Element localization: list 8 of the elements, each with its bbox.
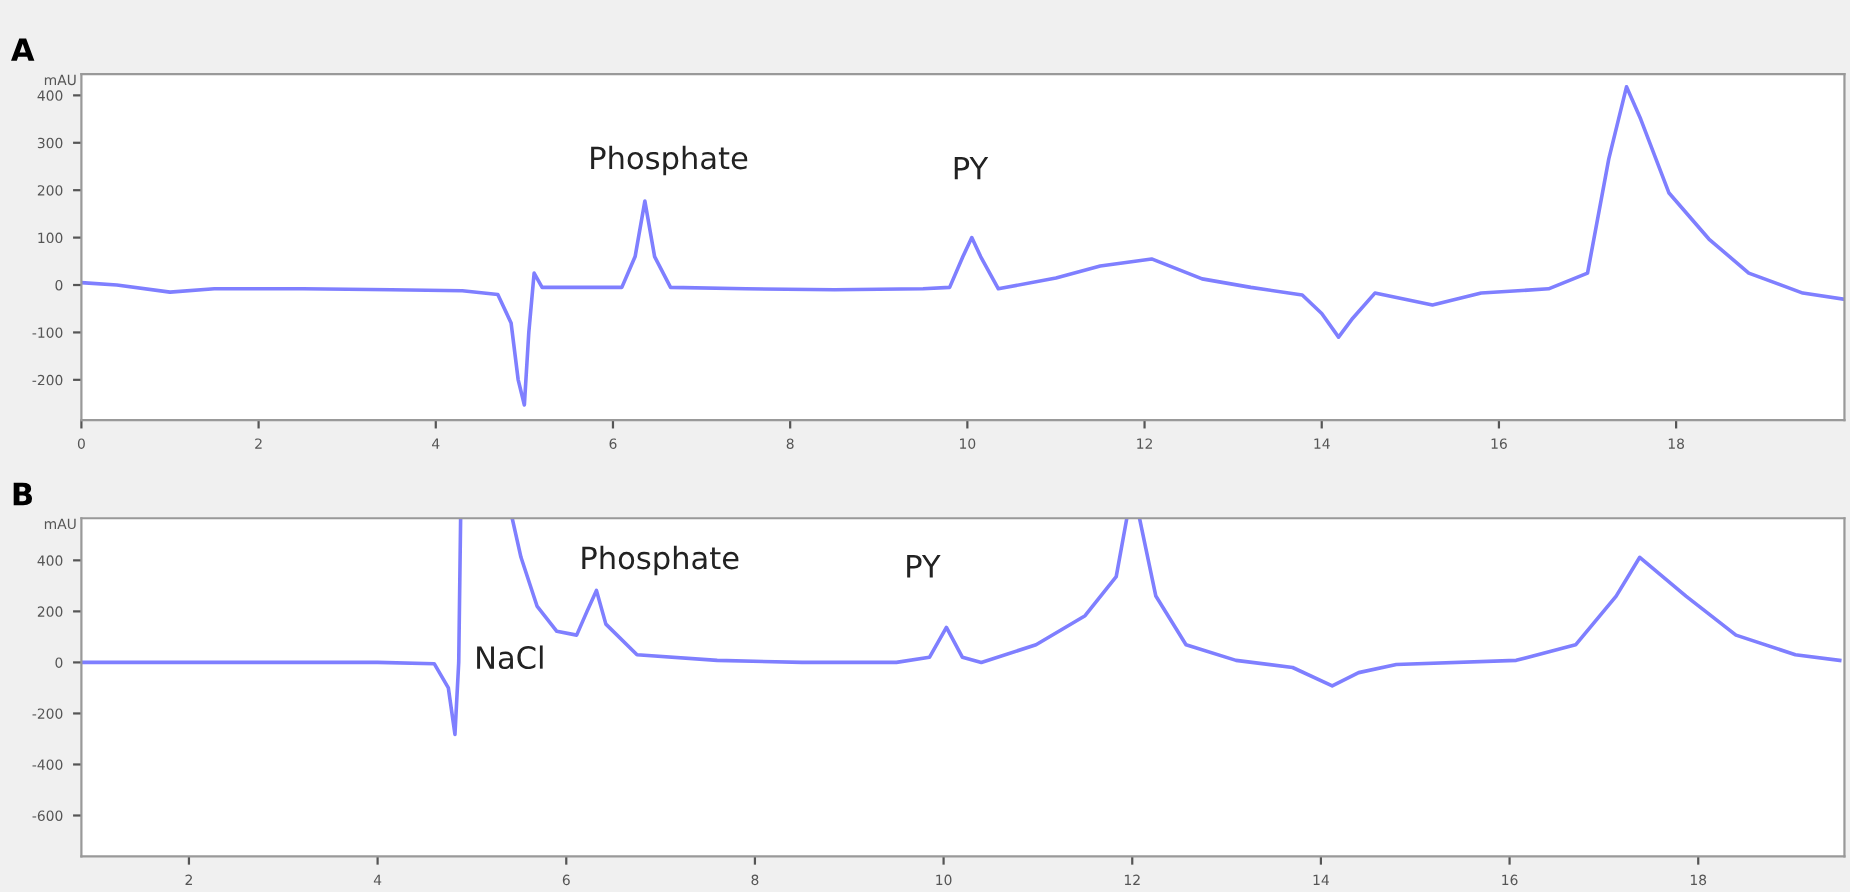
chart-title: A xyxy=(11,38,35,61)
annotation: PY xyxy=(907,555,941,578)
line-series xyxy=(81,85,1845,407)
annotation: NaCl xyxy=(477,645,543,670)
annotation: Phosphate xyxy=(582,545,739,576)
annotation: PY xyxy=(954,157,989,180)
annotation: Phosphate xyxy=(591,145,748,176)
chart-title: B xyxy=(13,482,33,506)
